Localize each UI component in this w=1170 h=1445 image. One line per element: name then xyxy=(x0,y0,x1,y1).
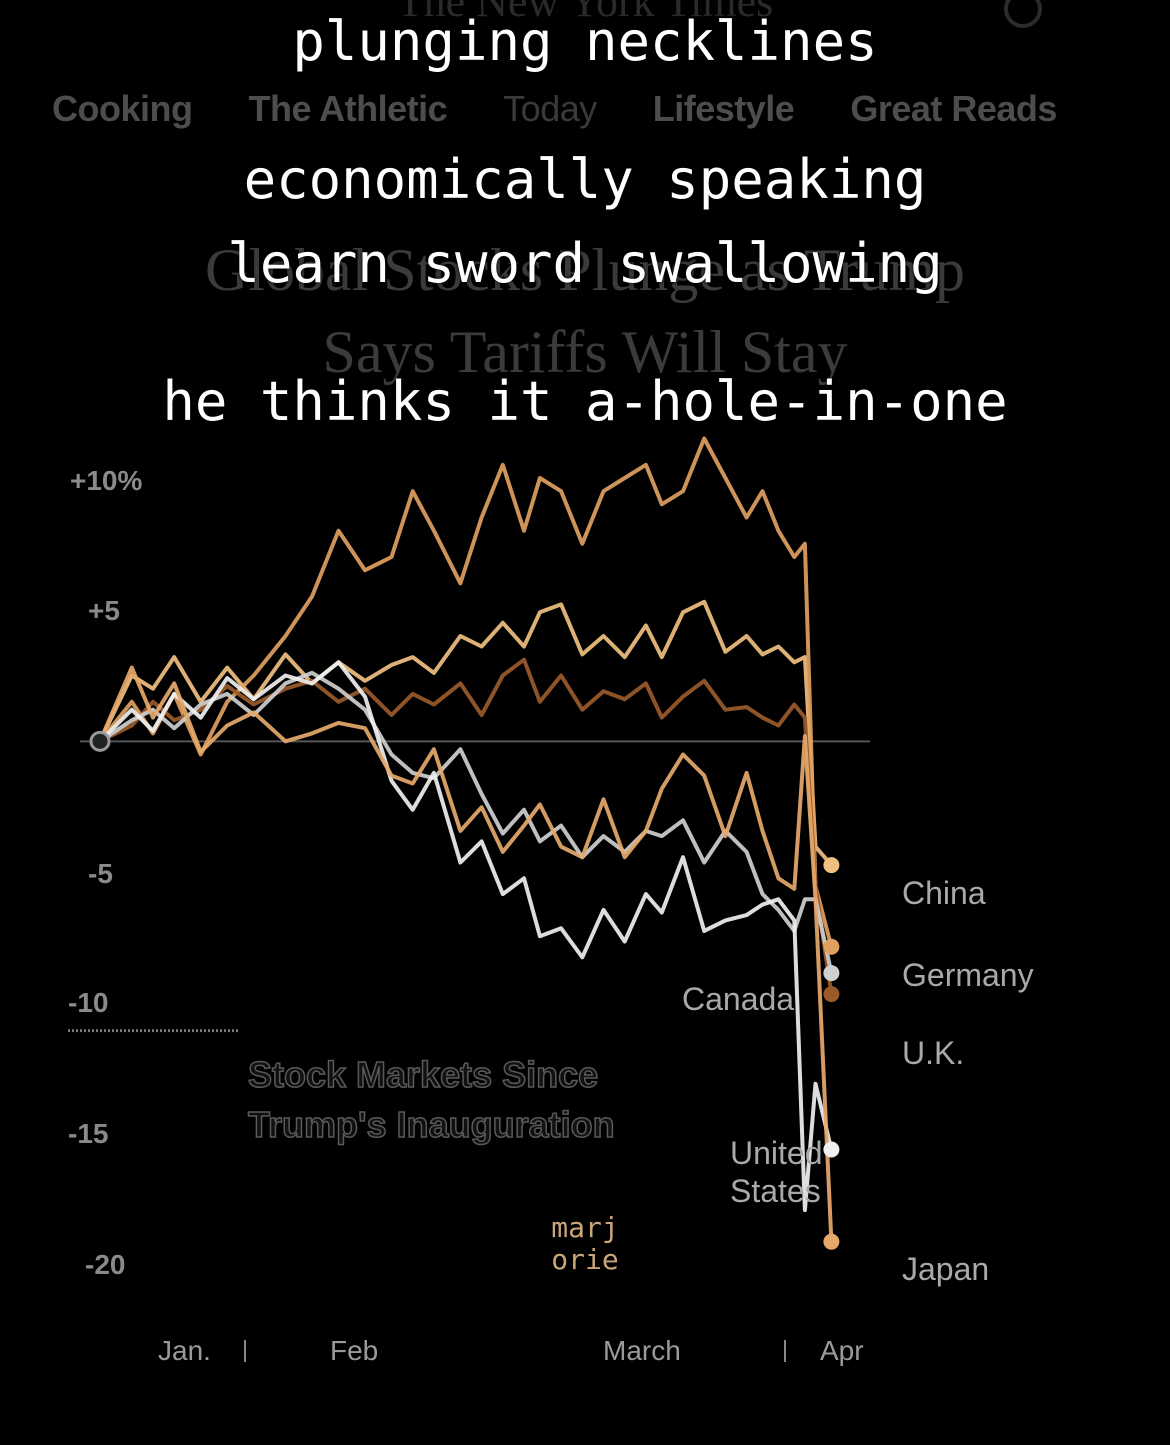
y-tick-label-10: +10% xyxy=(70,465,142,496)
series-label-united-states-line-2: States xyxy=(730,1173,821,1209)
chart-y-axis: +10% +5 -5 -10 -15 -20 xyxy=(68,465,142,1280)
series-line-canada xyxy=(98,670,834,974)
y-tick-label-minus-5: -5 xyxy=(88,858,113,889)
chart-end-markers xyxy=(89,730,840,1250)
series-line-united-states xyxy=(98,660,834,1213)
nav-item-cooking[interactable]: Cooking xyxy=(52,88,193,129)
signature-line-1: marj xyxy=(551,1211,619,1244)
overlay-text-line-1: plunging necklines xyxy=(292,10,878,73)
series-endpoint-united-states xyxy=(823,1141,840,1158)
series-endpoint-canada xyxy=(823,965,840,982)
series-label-japan: Japan xyxy=(902,1251,989,1287)
y-tick-label-minus-15: -15 xyxy=(68,1118,108,1149)
y-tick-label-5: +5 xyxy=(88,595,120,626)
chart-series-labels: China Germany Canada U.K. United States … xyxy=(682,875,1034,1287)
series-endpoint-china xyxy=(823,857,840,874)
series-line-japan xyxy=(98,665,834,1242)
nav-item-lifestyle[interactable]: Lifestyle xyxy=(652,88,795,129)
nav-item-today[interactable]: Today xyxy=(503,88,597,129)
x-tick-label-apr: Apr xyxy=(820,1335,864,1366)
series-label-uk: U.K. xyxy=(902,1035,964,1071)
series-line-germany xyxy=(98,436,834,948)
x-tick-label-march: March xyxy=(603,1335,681,1366)
search-icon[interactable] xyxy=(1004,0,1042,28)
overlay-text-line-3: learn sword swallowing xyxy=(227,232,943,295)
chart-x-axis: Jan. Feb March Apr xyxy=(158,1335,864,1366)
chart-title-line-1: Stock Markets Since xyxy=(247,1053,599,1096)
nav-item-the-athletic[interactable]: The Athletic xyxy=(248,88,448,129)
section-nav: Cooking The Athletic Today Lifestyle Gre… xyxy=(52,88,1092,130)
chart-title-line-2: Trump's Inauguration xyxy=(247,1103,615,1146)
chart-title: Stock Markets Since Trump's Inauguration xyxy=(247,1050,615,1150)
series-label-united-states-line-1: United xyxy=(730,1135,823,1171)
series-endpoint-u-k- xyxy=(823,986,840,1003)
y-tick-label-minus-10: -10 xyxy=(68,987,108,1018)
nav-item-great-reads[interactable]: Great Reads xyxy=(850,88,1057,129)
series-label-china: China xyxy=(902,875,986,911)
series-start-point xyxy=(89,730,111,752)
x-tick-label-jan: Jan. xyxy=(158,1335,211,1366)
artist-signature: marj orie xyxy=(500,1212,670,1276)
signature-line-2: orie xyxy=(551,1243,619,1276)
x-tick-label-feb: Feb xyxy=(330,1335,378,1366)
masthead-logo[interactable]: The New York Times xyxy=(396,0,774,26)
chart-series xyxy=(98,436,834,1242)
article-headline-line-2[interactable]: Says Tariffs Will Stay xyxy=(322,319,848,385)
overlay-text-line-4: he thinks it a-hole-in-one xyxy=(162,370,1008,433)
overlay-text-line-2: economically speaking xyxy=(243,148,927,211)
series-line-china xyxy=(98,599,833,867)
series-label-canada: Canada xyxy=(682,981,794,1017)
series-endpoint-japan xyxy=(823,1233,840,1250)
article-headline-line-1[interactable]: Global Stocks Plunge as Trump xyxy=(204,237,966,303)
series-endpoint-germany xyxy=(823,938,840,955)
series-line-u-k- xyxy=(99,657,834,995)
y-tick-label-minus-20: -20 xyxy=(85,1249,125,1280)
series-label-germany: Germany xyxy=(902,957,1034,993)
